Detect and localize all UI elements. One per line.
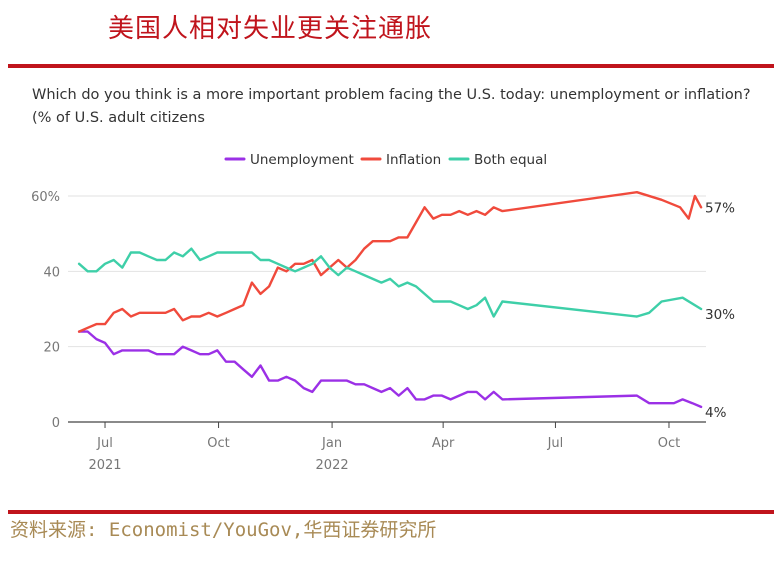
top-rule: [8, 64, 774, 68]
x-axis-ticks: Jul 2021 Oct Jan 2022 Apr Jul Oct: [88, 422, 680, 473]
end-label-both-equal: 30%: [705, 307, 735, 323]
x-tick-label: Oct: [207, 436, 229, 451]
series-line-inflation: [77, 190, 703, 333]
source-note: 资料来源: Economist/YouGov,华西证券研究所: [10, 519, 437, 541]
x-tick-label: Jan: [321, 436, 342, 451]
x-tick-year-label: 2022: [316, 458, 349, 473]
y-axis-ticks: 0 20 40 60%: [31, 190, 60, 431]
y-tick-label: 20: [43, 341, 60, 356]
end-label-inflation: 57%: [705, 200, 735, 216]
page-title: 美国人相对失业更关注通胀: [108, 14, 433, 44]
legend-label-unemployment: Unemployment: [250, 152, 354, 168]
series-lines: [77, 190, 703, 409]
end-label-unemployment: 4%: [705, 405, 727, 421]
series-line-unemployment: [77, 330, 703, 409]
x-tick-label: Jul: [547, 436, 564, 451]
y-tick-label: 0: [52, 416, 60, 431]
x-tick-label: Apr: [432, 436, 455, 451]
chart-title: Which do you think is a more important p…: [32, 87, 751, 126]
x-tick-year-label: 2021: [88, 458, 121, 473]
x-tick-label: Jul: [96, 436, 113, 451]
legend: Unemployment Inflation Both equal: [224, 152, 547, 168]
bottom-rule: [8, 510, 774, 514]
gridlines: [68, 195, 706, 423]
series-line-both-equal: [77, 247, 703, 318]
x-tick-label: Oct: [658, 436, 680, 451]
legend-label-both-equal: Both equal: [474, 152, 547, 168]
legend-label-inflation: Inflation: [386, 152, 441, 168]
end-labels: 4% 57% 30%: [705, 200, 735, 421]
y-tick-label: 60%: [31, 190, 60, 205]
y-tick-label: 40: [43, 265, 60, 280]
